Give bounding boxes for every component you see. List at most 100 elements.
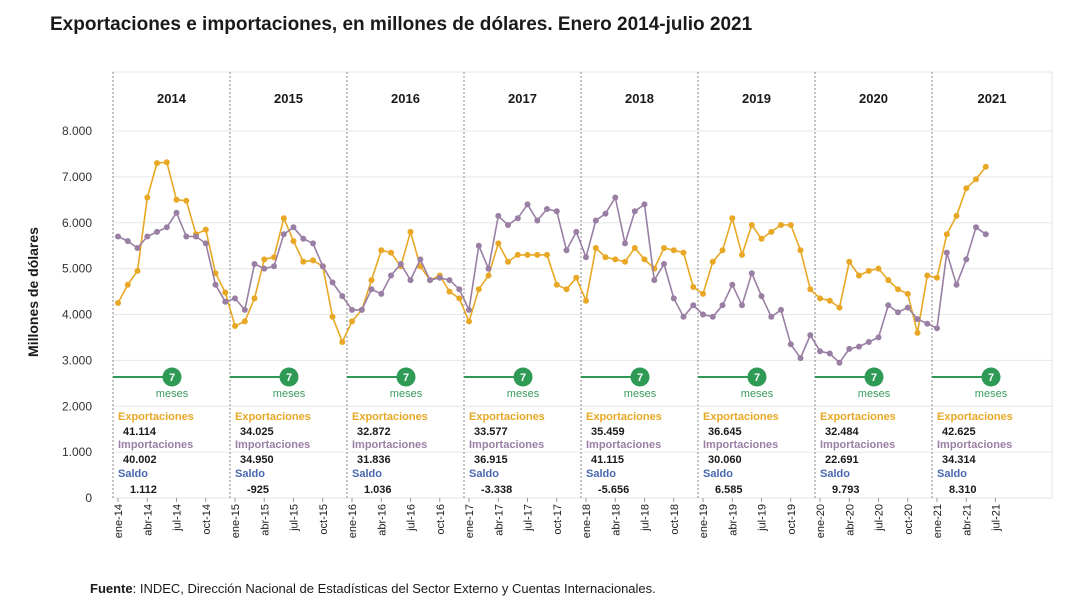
- exports-point: [797, 247, 804, 254]
- x-tick-label: jul-15: [289, 504, 301, 532]
- imports-point: [163, 224, 170, 231]
- imports-point: [290, 224, 297, 231]
- months-count: 7: [520, 372, 526, 384]
- x-tick-label: abr-17: [493, 504, 505, 536]
- months-label: meses: [156, 388, 189, 400]
- saldo-label: Saldo: [118, 468, 148, 480]
- imports-point: [934, 325, 940, 332]
- exports-point: [583, 297, 589, 304]
- imports-point: [300, 235, 307, 242]
- x-tick-label: abr-14: [142, 504, 154, 536]
- imports-point: [524, 201, 531, 208]
- year-label: 2018: [625, 91, 654, 106]
- months-count: 7: [637, 372, 643, 384]
- imports-point: [417, 256, 424, 263]
- exports-point: [300, 258, 307, 265]
- months-label: meses: [624, 388, 657, 400]
- exports-point: [934, 274, 940, 281]
- imports-point: [631, 208, 638, 215]
- exports-point: [144, 194, 151, 201]
- exports-point: [826, 297, 833, 304]
- exports-point: [514, 251, 521, 258]
- exports-point: [914, 329, 921, 336]
- months-badge: [396, 367, 416, 387]
- exports-label: Exportaciones: [235, 411, 311, 423]
- imports-value: 36.915: [474, 454, 508, 466]
- imports-value: 41.115: [591, 454, 624, 466]
- imports-point: [241, 306, 248, 313]
- months-badge: [747, 367, 767, 387]
- exports-point: [807, 286, 814, 293]
- imports-point: [856, 343, 862, 350]
- exports-point: [261, 256, 268, 263]
- exports-point: [524, 251, 531, 258]
- saldo-label: Saldo: [352, 468, 382, 480]
- x-tick-label: jul-19: [757, 504, 769, 532]
- exports-point: [290, 238, 297, 245]
- exports-point: [690, 284, 697, 290]
- exports-point: [553, 281, 560, 288]
- imports-point: [310, 240, 316, 247]
- x-tick-label: jul-20: [874, 504, 886, 532]
- imports-point: [534, 217, 541, 224]
- imports-value: 34.950: [240, 454, 274, 466]
- y-tick-label: 7.000: [62, 170, 92, 184]
- exports-point: [739, 251, 745, 258]
- imports-point: [719, 302, 726, 309]
- exports-point: [368, 277, 375, 284]
- saldo-value: 6.585: [715, 484, 743, 496]
- imports-point: [251, 261, 258, 267]
- months-badge: [864, 367, 884, 387]
- exports-value: 42.625: [942, 426, 976, 438]
- imports-point: [583, 254, 589, 261]
- imports-point: [339, 293, 346, 300]
- imports-point: [797, 355, 804, 362]
- saldo-label: Saldo: [820, 468, 850, 480]
- exports-point: [173, 196, 180, 203]
- exports-point: [378, 247, 385, 254]
- imports-point: [836, 359, 843, 366]
- exports-point: [388, 249, 394, 256]
- x-tick-label: oct-16: [435, 504, 447, 535]
- exports-label: Exportaciones: [820, 411, 896, 423]
- x-tick-label: ene-17: [464, 504, 476, 538]
- exports-point: [407, 228, 414, 235]
- year-label: 2017: [508, 91, 537, 106]
- y-tick-label: 2.000: [62, 399, 92, 413]
- imports-label: Importaciones: [586, 439, 661, 451]
- x-tick-label: abr-19: [727, 504, 739, 536]
- exports-point: [115, 300, 121, 306]
- exports-value: 41.114: [123, 426, 157, 438]
- imports-point: [553, 208, 560, 215]
- exports-point: [417, 263, 424, 270]
- series-lines: [115, 159, 989, 366]
- exports-label: Exportaciones: [586, 411, 662, 423]
- year-label: 2014: [157, 91, 187, 106]
- x-tick-label: ene-21: [932, 504, 944, 538]
- year-label: 2020: [859, 91, 888, 106]
- imports-point: [953, 281, 960, 288]
- exports-value: 36.645: [708, 426, 742, 438]
- imports-label: Importaciones: [703, 439, 778, 451]
- exports-point: [475, 286, 482, 293]
- exports-point: [973, 176, 979, 183]
- x-tick-label: oct-18: [669, 504, 681, 535]
- exports-point: [154, 160, 160, 167]
- x-tick-label: jul-21: [991, 504, 1003, 532]
- y-tick-label: 0: [85, 491, 92, 505]
- imports-point: [329, 279, 336, 286]
- imports-point: [466, 306, 472, 313]
- saldo-value: 1.036: [364, 484, 392, 496]
- imports-point: [349, 306, 355, 313]
- months-badge: [279, 367, 299, 387]
- x-tick-label: jul-16: [406, 504, 418, 532]
- exports-point: [885, 277, 892, 284]
- imports-point: [495, 212, 502, 219]
- year-label: 2015: [274, 91, 303, 106]
- x-tick-label: jul-17: [523, 504, 535, 532]
